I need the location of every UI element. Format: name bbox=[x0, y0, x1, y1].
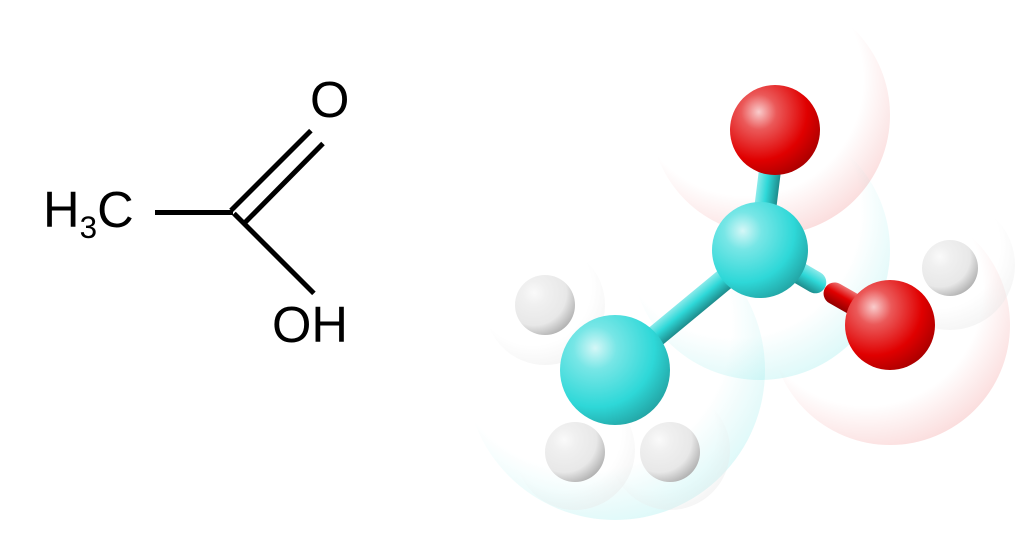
atom-o-carbonyl bbox=[730, 85, 820, 175]
figure-canvas: H3C O OH bbox=[0, 0, 1024, 544]
label-o-carbonyl: O bbox=[310, 70, 349, 129]
atom-c-carboxyl bbox=[712, 202, 808, 298]
bond-ch3-to-c bbox=[155, 210, 233, 215]
atom-c-methyl bbox=[560, 315, 670, 425]
bond-c-to-oh bbox=[232, 211, 316, 295]
atom-h-methyl-3 bbox=[640, 422, 700, 482]
atom-h-hydroxyl bbox=[922, 240, 978, 296]
label-ch3: H3C bbox=[43, 180, 134, 239]
structural-formula-panel: H3C O OH bbox=[0, 0, 460, 544]
label-oh: OH bbox=[272, 295, 348, 354]
ball-stick-model-panel bbox=[460, 0, 1024, 544]
atom-o-hydroxyl bbox=[845, 280, 935, 370]
atom-h-methyl-1 bbox=[515, 275, 575, 335]
atom-h-methyl-2 bbox=[545, 422, 605, 482]
